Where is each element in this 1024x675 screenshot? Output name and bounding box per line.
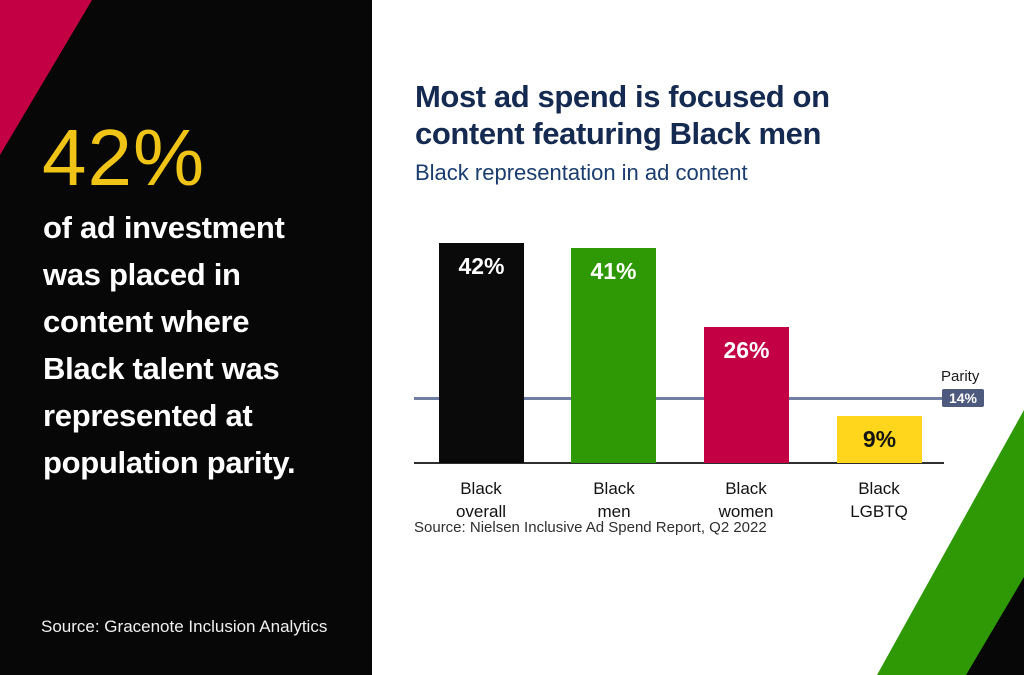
parity-label: Parity bbox=[941, 368, 980, 385]
category-label: Black overall bbox=[416, 477, 546, 523]
category-label-line: Black bbox=[593, 479, 635, 498]
stat-description-line: represented at bbox=[43, 398, 253, 433]
category-label-line: women bbox=[718, 502, 774, 521]
bar-black-men: 41% bbox=[571, 248, 656, 463]
stat-description-line: Black talent was bbox=[43, 351, 280, 386]
category-label-line: overall bbox=[455, 502, 507, 521]
bar-value-label: 9% bbox=[862, 426, 897, 452]
category-label: Black men bbox=[549, 477, 679, 523]
parity-value-badge: 14% bbox=[942, 389, 984, 407]
category-label-line: Black bbox=[725, 479, 767, 498]
x-axis-line bbox=[414, 462, 944, 464]
bar-value-label: 26% bbox=[723, 337, 770, 363]
left-panel: 42% of ad investment was placed in content… bbox=[0, 0, 372, 675]
bar-black-overall: 42% bbox=[439, 243, 524, 463]
chart-source-text: Source: Nielsen Inclusive Ad Spend Repor… bbox=[414, 519, 767, 536]
category-label: Black women bbox=[681, 477, 811, 523]
page-title-line1: Most ad spend is focused on bbox=[415, 79, 830, 114]
left-source-text: Source: Gracenote Inclusion Analytics bbox=[41, 617, 328, 636]
stat-description-line: of ad investment bbox=[43, 210, 285, 245]
category-label-line: LGBTQ bbox=[850, 502, 908, 521]
category-label-line: Black bbox=[858, 479, 900, 498]
stat-description-line: was placed in bbox=[43, 257, 241, 292]
category-label-line: men bbox=[597, 502, 631, 521]
bar-value-label: 41% bbox=[590, 258, 637, 284]
bar-black-lgbtq: 9% bbox=[837, 416, 922, 463]
category-label: Black LGBTQ bbox=[814, 477, 944, 523]
stat-description-line: content where bbox=[43, 304, 250, 339]
page-title-line2: content featuring Black men bbox=[415, 116, 822, 151]
stat-description: of ad investment was placed in content whe… bbox=[43, 204, 363, 486]
bar-value-label: 42% bbox=[458, 253, 505, 279]
bar-black-women: 26% bbox=[704, 327, 789, 463]
stat-description-line: population parity. bbox=[43, 445, 296, 480]
parity-line bbox=[414, 397, 942, 400]
page-title: Most ad spend is focused on content feat… bbox=[415, 78, 830, 152]
category-label-line: Black bbox=[460, 479, 502, 498]
chart-subtitle: Black representation in ad content bbox=[415, 160, 748, 185]
